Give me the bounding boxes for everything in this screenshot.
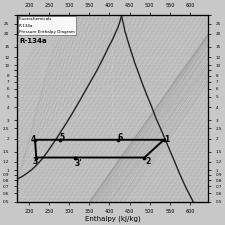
X-axis label: Enthalpy (kJ/kg): Enthalpy (kJ/kg) (85, 216, 140, 222)
Point (162, 138, 166, 142)
Text: 3': 3' (74, 159, 82, 168)
Text: R-134a: R-134a (20, 38, 47, 44)
Text: 5: 5 (59, 133, 64, 142)
Point (34, 156, 38, 159)
Point (143, 156, 146, 159)
Point (74, 156, 77, 159)
Text: Fluorochemicals
R-134a
Pressure Enthalpy Diagram: Fluorochemicals R-134a Pressure Enthalpy… (19, 17, 75, 34)
Text: 4: 4 (31, 135, 36, 144)
Text: 3: 3 (32, 157, 37, 166)
Point (117, 138, 120, 142)
Point (33, 138, 37, 142)
Point (58, 138, 62, 142)
Text: 1: 1 (165, 135, 170, 144)
Text: 6: 6 (117, 133, 122, 142)
Text: 2: 2 (145, 157, 151, 166)
